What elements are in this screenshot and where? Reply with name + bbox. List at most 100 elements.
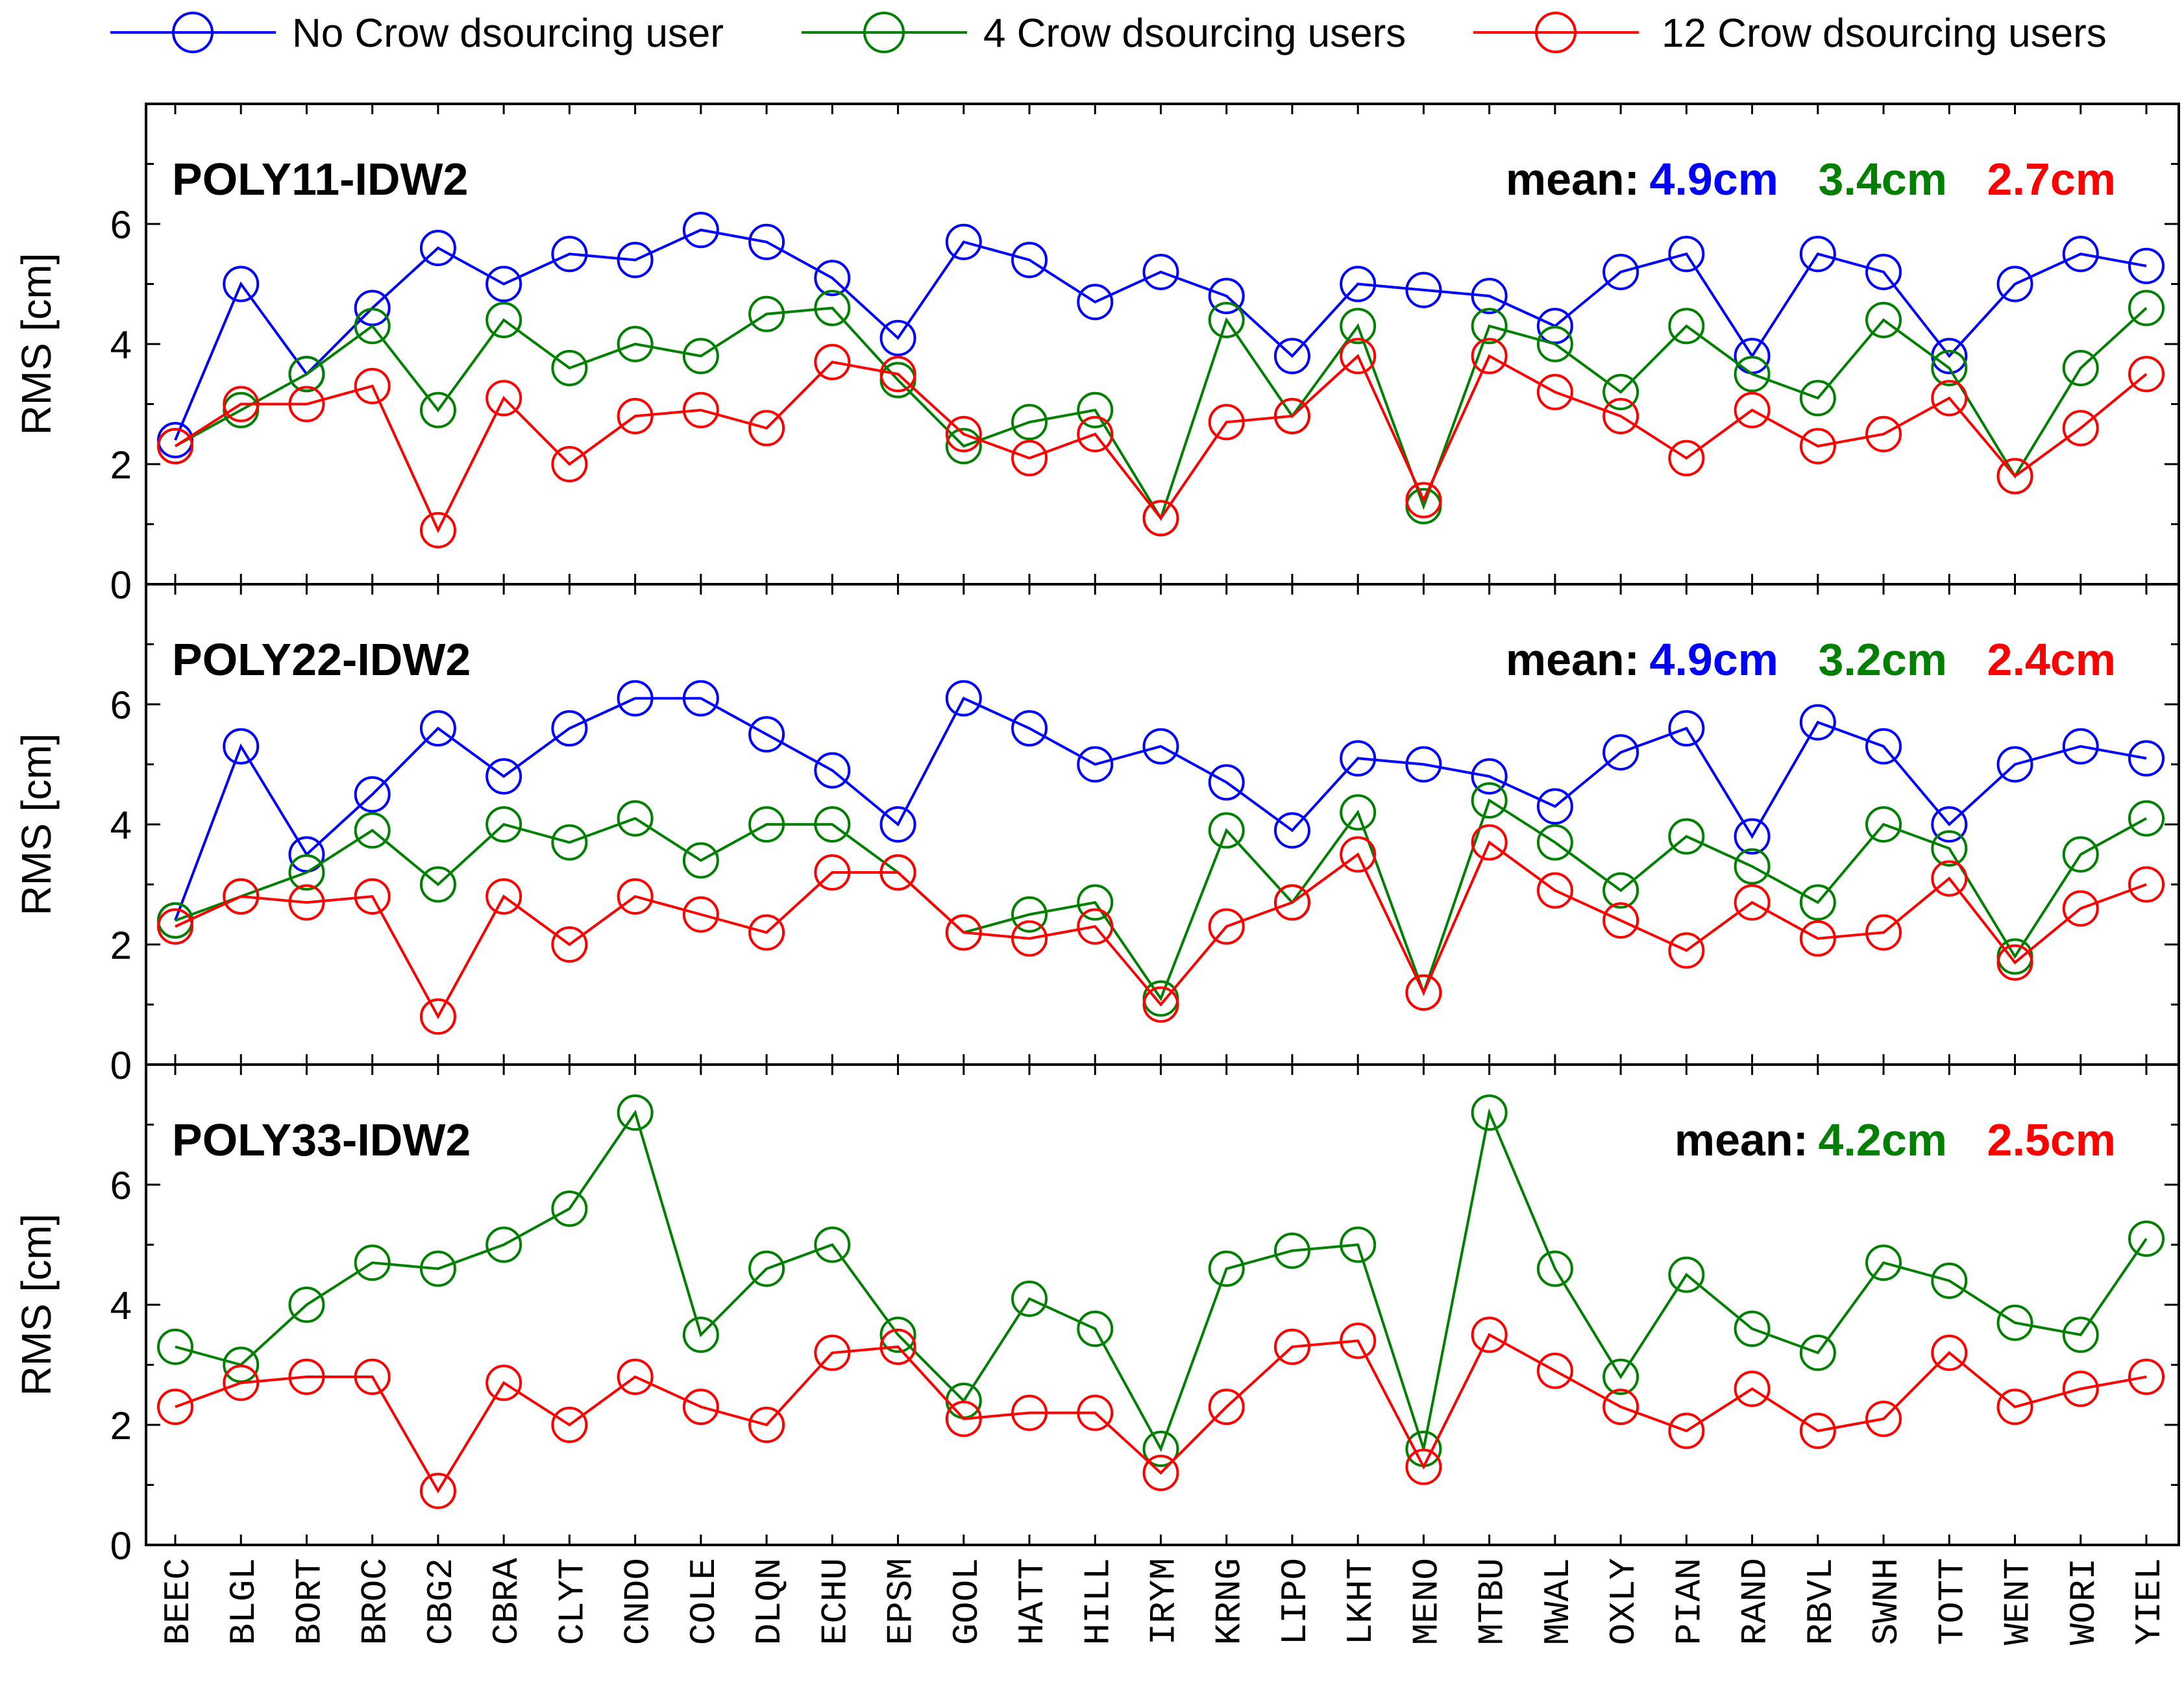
data-point — [2062, 836, 2099, 873]
data-point — [2062, 890, 2099, 927]
series-line — [175, 1333, 2147, 1494]
data-point — [1011, 710, 1048, 747]
data-point — [1931, 1263, 1968, 1299]
data-point — [223, 265, 260, 302]
data-point — [419, 710, 456, 747]
x-tick-label: HILL — [1077, 1558, 1119, 1645]
series-line — [175, 798, 2147, 1002]
legend-marker-blue — [172, 12, 214, 53]
data-point — [1273, 1328, 1310, 1365]
x-tick-label: LKHT — [1340, 1558, 1382, 1645]
panel-poly11: 0 2 4 6 RMS [cm] POLY11-IDW2 2.7cm 3.4cm 4.9cmme… — [13, 103, 2180, 607]
mean-prefix: mean: — [1506, 634, 1639, 685]
data-point — [879, 806, 916, 843]
data-point — [419, 230, 456, 266]
data-point — [682, 1389, 719, 1426]
data-point — [682, 1316, 719, 1353]
data-point — [1734, 391, 1771, 428]
data-point — [485, 1226, 522, 1263]
data-point — [2062, 350, 2099, 386]
x-tick-label: TOTT — [1932, 1558, 1973, 1645]
x-tick-label: CNDO — [618, 1558, 659, 1645]
data-point — [1208, 1250, 1245, 1287]
data-point — [419, 1472, 456, 1509]
x-tick-label: BORT — [289, 1558, 330, 1645]
data-point — [879, 1316, 916, 1353]
y-tick-label: 6 — [110, 203, 132, 247]
mean-value: 2.7cm — [1987, 154, 2116, 204]
data-point — [617, 241, 654, 278]
data-point — [485, 380, 522, 417]
data-point — [354, 367, 391, 404]
data-point — [748, 410, 785, 447]
data-point — [1142, 728, 1179, 765]
series-0000ff — [157, 680, 2165, 939]
data-point — [354, 308, 391, 345]
data-point — [748, 295, 785, 332]
data-point — [1536, 1250, 1573, 1287]
data-point — [1471, 308, 1508, 345]
y-tick-label: 0 — [110, 1524, 132, 1568]
data-point — [1340, 308, 1377, 345]
data-point — [1208, 1389, 1245, 1426]
data-point — [1471, 824, 1508, 861]
x-tick-label: EPSM — [881, 1558, 922, 1645]
data-point — [1340, 338, 1377, 375]
data-point — [1077, 1394, 1114, 1431]
data-point — [1668, 818, 1705, 855]
data-point — [617, 878, 654, 915]
data-point — [1734, 818, 1771, 855]
data-point — [288, 854, 325, 891]
x-tick-label: KRNG — [1209, 1558, 1251, 1645]
data-point — [1471, 758, 1508, 795]
x-tick-label: DLQN — [749, 1558, 791, 1645]
data-point — [945, 914, 982, 951]
legend-entry-12-crowdsourcing: 12 Crow dsourcing users — [1473, 11, 2107, 56]
x-tick-label: RBVL — [1800, 1558, 1842, 1645]
data-point — [1865, 914, 1902, 951]
series-ff0000 — [157, 824, 2165, 1035]
data-point — [1602, 1389, 1639, 1426]
data-point — [1668, 308, 1705, 345]
data-point — [1536, 374, 1573, 410]
data-point — [1471, 782, 1508, 819]
data-point — [1602, 902, 1639, 939]
data-point — [682, 212, 719, 249]
data-point — [1865, 415, 1902, 452]
mean-value: 4.9cm — [1650, 154, 1778, 204]
data-point — [1208, 278, 1245, 314]
x-tick-label: ECHU — [815, 1558, 856, 1645]
data-point — [1996, 265, 2033, 302]
data-point — [748, 223, 785, 260]
y-tick-label: 0 — [110, 563, 132, 607]
data-point — [1536, 1352, 1573, 1389]
data-point — [1931, 830, 1968, 867]
mean-value: 4.2cm — [1819, 1115, 1947, 1165]
data-point — [1340, 794, 1377, 831]
mean-value: 2.4cm — [1987, 634, 2116, 685]
data-point — [1734, 1311, 1771, 1347]
data-point — [2128, 356, 2165, 393]
data-point — [682, 338, 719, 375]
data-point — [814, 752, 851, 789]
data-point — [1077, 1311, 1114, 1347]
series-line — [174, 354, 2148, 534]
data-point — [1931, 350, 1968, 386]
data-point — [1273, 398, 1310, 434]
data-point — [1208, 404, 1245, 441]
data-point — [1865, 254, 1902, 290]
data-point — [1340, 836, 1377, 873]
data-point — [814, 1335, 851, 1371]
data-point — [1668, 710, 1705, 747]
x-tick-label: CBRA — [486, 1558, 528, 1646]
data-point — [551, 926, 588, 963]
y-axis-label: RMS [cm] — [13, 734, 60, 916]
data-point — [1273, 884, 1310, 921]
data-point — [1931, 380, 1968, 417]
data-point — [1142, 254, 1179, 290]
y-tick-label: 6 — [110, 684, 132, 727]
data-point — [945, 1400, 982, 1437]
data-point — [1931, 1335, 1968, 1371]
